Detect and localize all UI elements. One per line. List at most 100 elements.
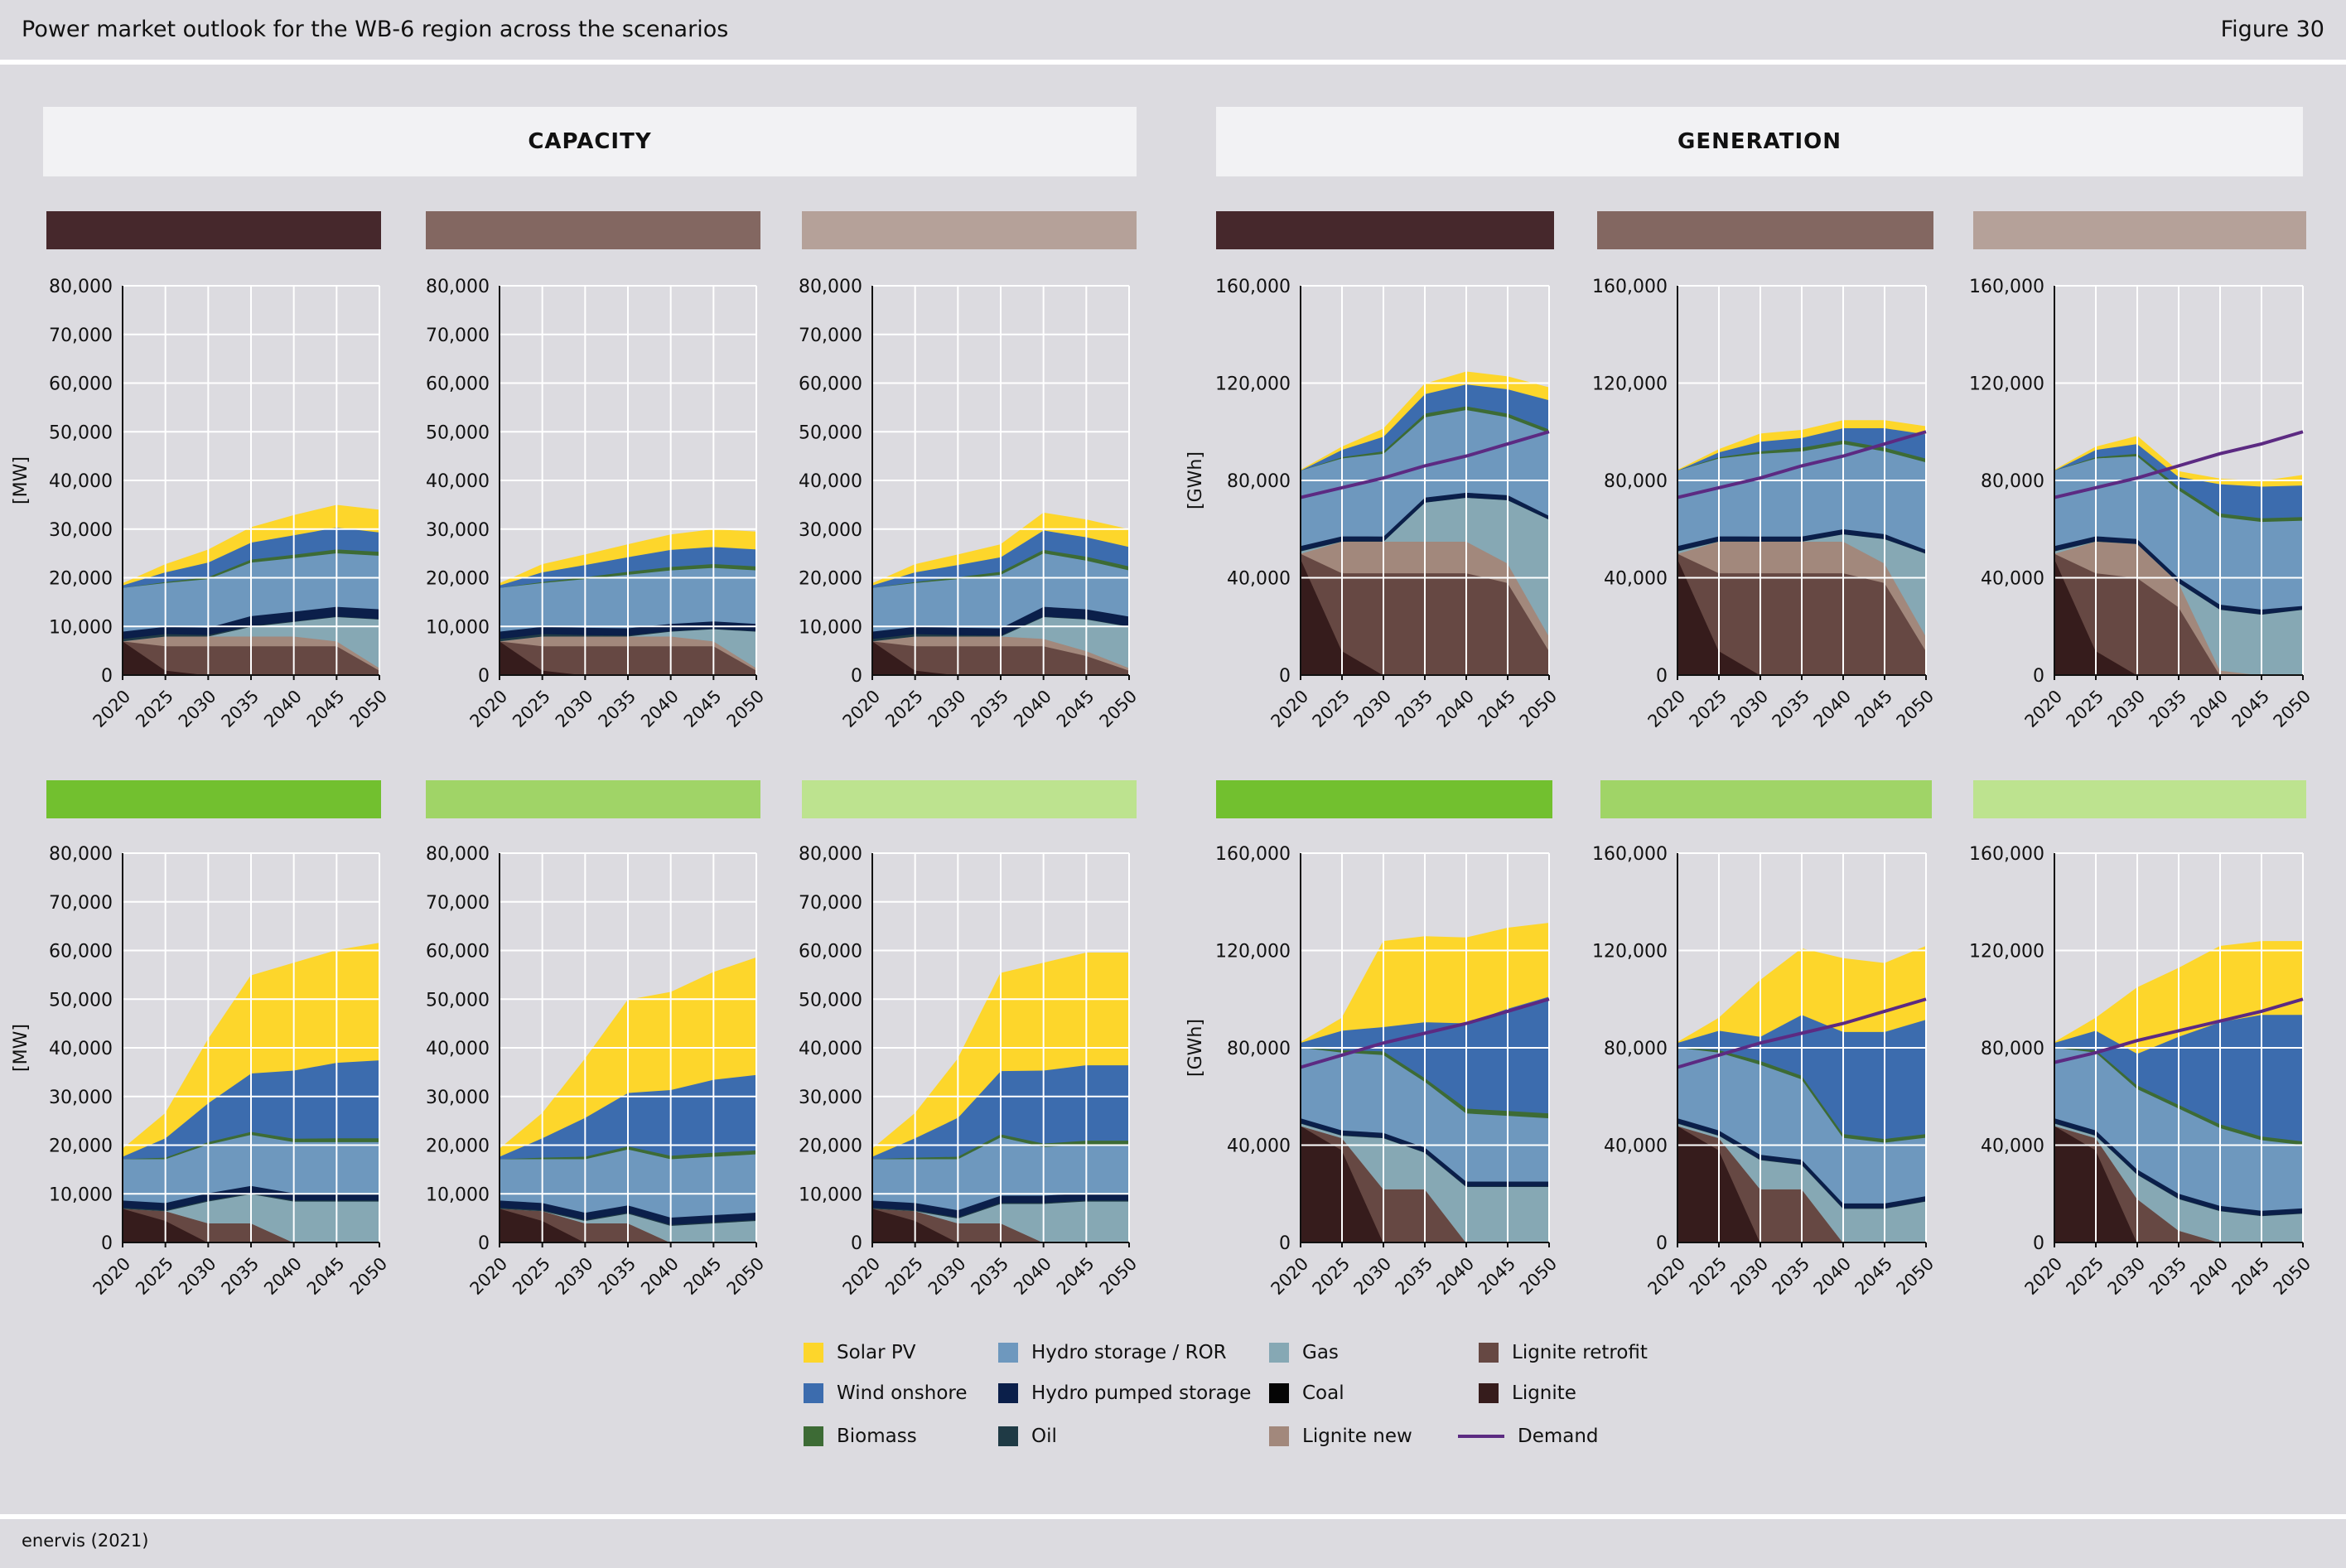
legend-item: Lignite <box>1479 1382 1576 1404</box>
y-tick-label: 160,000 <box>1969 277 2044 297</box>
x-tick-label: 2020 <box>1644 1253 1690 1296</box>
chart-generation-4: 040,00080,000120,000160,0002020202520302… <box>1185 844 1561 1296</box>
x-tick-label: 2020 <box>1644 686 1690 729</box>
legend-line <box>1458 1435 1504 1438</box>
y-tick-label: 160,000 <box>1592 277 1668 297</box>
legend-swatch <box>998 1343 1018 1363</box>
y-tick-label: 20,000 <box>49 1136 113 1157</box>
chart-capacity-3: 0 10,000 20,000 30,000 40,000 50,000 60,000 70,… <box>799 277 1139 729</box>
x-tick-label: 2040 <box>2187 686 2233 729</box>
legend-swatch <box>1269 1426 1289 1446</box>
y-tick-label: 10,000 <box>49 617 113 638</box>
y-tick-label: 30,000 <box>49 1088 113 1108</box>
x-tick-label: 2020 <box>2021 1253 2067 1296</box>
scenario-swatch <box>1973 780 2306 818</box>
legend-label: Coal <box>1302 1382 1344 1404</box>
x-tick-label: 2035 <box>218 686 263 729</box>
y-tick-label: 40,000 <box>426 471 490 492</box>
y-tick-label: 20,000 <box>799 569 862 590</box>
x-tick-label: 2020 <box>1267 1253 1313 1296</box>
x-tick-label: 2025 <box>1686 1253 1731 1296</box>
x-tick-label: 2040 <box>1433 686 1479 729</box>
y-tick-label: 30,000 <box>426 520 490 541</box>
y-tick-label: 40,000 <box>1981 569 2044 590</box>
y-axis-label: [GWh] <box>1185 451 1206 509</box>
legend-swatch <box>1269 1383 1289 1403</box>
legend-item: Biomass <box>804 1426 917 1447</box>
y-tick-label: 40,000 <box>49 471 113 492</box>
x-tick-label: 2030 <box>2104 686 2150 729</box>
chart-capacity-4: 0 10,000 20,000 30,000 40,000 50,000 60,000 70,… <box>11 844 389 1296</box>
legend-swatch <box>1479 1343 1499 1363</box>
x-tick-label: 2040 <box>1010 1253 1055 1296</box>
x-tick-label: 2025 <box>132 686 177 729</box>
x-tick-label: 2040 <box>2187 1253 2233 1296</box>
x-tick-label: 2045 <box>1851 686 1897 729</box>
legend: Solar PV Wind onshore Biomass Hydro stor… <box>804 1342 1715 1458</box>
y-tick-label: 40,000 <box>426 1039 490 1059</box>
legend-swatch <box>1269 1343 1289 1363</box>
x-tick-label: 2030 <box>2104 1253 2150 1296</box>
x-tick-label: 2035 <box>968 686 1013 729</box>
line-demand <box>1677 430 1927 499</box>
scenario-swatch <box>1600 780 1932 818</box>
x-tick-label: 2040 <box>1810 686 1856 729</box>
x-tick-label: 2025 <box>2063 686 2108 729</box>
y-tick-label: 0 <box>1656 1233 1668 1254</box>
top-rule <box>0 60 2346 65</box>
legend-swatch <box>804 1383 823 1403</box>
y-tick-label: 160,000 <box>1215 277 1291 297</box>
x-tick-label: 2040 <box>637 686 683 729</box>
y-tick-label: 40,000 <box>799 1039 862 1059</box>
y-tick-label: 80,000 <box>426 844 490 865</box>
x-tick-label: 2050 <box>2270 1253 2315 1296</box>
y-tick-label: 50,000 <box>426 990 490 1011</box>
y-tick-label: 20,000 <box>426 1136 490 1157</box>
scenario-swatch <box>1216 780 1552 818</box>
legend-label: Lignite <box>1512 1382 1576 1404</box>
legend-label: Lignite retrofit <box>1512 1342 1648 1363</box>
y-tick-label: 10,000 <box>799 617 862 638</box>
y-tick-label: 0 <box>2033 1233 2044 1254</box>
legend-label: Demand <box>1518 1426 1599 1447</box>
x-tick-label: 2035 <box>1392 686 1437 729</box>
chart-capacity-5: 0 10,000 20,000 30,000 40,000 50,000 60,000 70,… <box>426 844 766 1296</box>
scenario-swatch <box>46 211 381 249</box>
scenario-swatch <box>1973 211 2306 249</box>
x-tick-label: 2035 <box>2146 686 2191 729</box>
y-tick-label: 50,000 <box>799 990 862 1011</box>
line-demand <box>2054 997 2304 1064</box>
source-note: enervis (2021) <box>22 1531 149 1551</box>
chart-generation-1: 040,00080,000120,000160,0002020202520302… <box>1185 277 1561 729</box>
y-tick-label: 30,000 <box>49 520 113 541</box>
y-tick-label: 30,000 <box>799 520 862 541</box>
legend-item: Hydro storage / ROR <box>998 1342 1227 1363</box>
y-tick-label: 50,000 <box>49 990 113 1011</box>
legend-label: Wind onshore <box>837 1382 968 1404</box>
x-tick-label: 2035 <box>1769 1253 1814 1296</box>
y-axis-label: [MW] <box>11 1024 31 1072</box>
legend-label: Gas <box>1302 1342 1339 1363</box>
x-tick-label: 2020 <box>466 1253 512 1296</box>
y-tick-label: 160,000 <box>1969 844 2044 865</box>
x-tick-label: 2050 <box>2270 686 2315 729</box>
y-tick-label: 10,000 <box>426 1184 490 1205</box>
x-tick-label: 2025 <box>2063 1253 2108 1296</box>
x-tick-label: 2045 <box>303 1253 349 1296</box>
line-demand <box>1300 997 1550 1069</box>
x-tick-label: 2030 <box>924 1253 970 1296</box>
y-tick-label: 80,000 <box>1604 471 1668 492</box>
x-tick-label: 2040 <box>1810 1253 1856 1296</box>
y-tick-label: 20,000 <box>49 569 113 590</box>
chart-capacity-2: 0 10,000 20,000 30,000 40,000 50,000 60,000 70,… <box>426 277 766 729</box>
section-header-capacity: CAPACITY <box>43 107 1137 176</box>
y-tick-label: 70,000 <box>49 326 113 346</box>
y-tick-label: 70,000 <box>49 893 113 914</box>
scenario-swatch <box>426 211 760 249</box>
y-tick-label: 0 <box>851 1233 862 1254</box>
bottom-rule <box>0 1514 2346 1519</box>
x-tick-label: 2050 <box>1096 686 1139 729</box>
x-tick-label: 2020 <box>89 1253 135 1296</box>
legend-item: Hydro pumped storage <box>998 1382 1251 1404</box>
y-tick-label: 40,000 <box>1227 1136 1291 1157</box>
